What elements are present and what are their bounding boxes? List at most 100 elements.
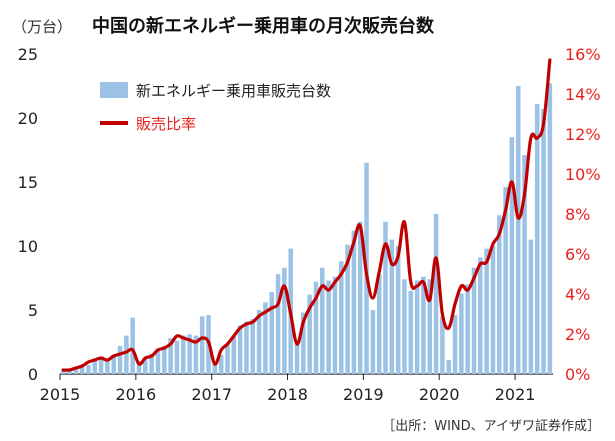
x-tick-label: 2015: [40, 385, 81, 404]
source-note: ［出所：WIND、アイザワ証券作成］: [382, 418, 600, 434]
bar: [503, 187, 508, 374]
bar: [402, 279, 407, 374]
y-right-tick-label: 12%: [565, 125, 601, 144]
y-left-unit: （万台）: [12, 18, 72, 36]
x-axis: 2015 2016 2017 2018 2019 2020 2021: [40, 374, 536, 404]
x-tick-label: 2021: [495, 385, 536, 404]
bar: [187, 334, 192, 374]
bar: [256, 310, 262, 374]
y-right-tick-label: 6%: [565, 245, 590, 264]
bar: [79, 366, 85, 374]
bar: [338, 261, 344, 374]
bar: [92, 358, 98, 374]
bar: [370, 310, 376, 374]
x-tick-label: 2017: [191, 385, 232, 404]
bar: [60, 370, 66, 374]
bar: [250, 318, 256, 374]
bar: [237, 325, 243, 374]
bar: [193, 335, 199, 374]
bar: [389, 239, 395, 374]
bar: [383, 221, 388, 374]
ratio-line: [61, 58, 552, 372]
y-right-tick-label: 10%: [565, 165, 601, 184]
bar: [199, 316, 205, 374]
bar: [541, 109, 546, 374]
bar: [326, 280, 331, 374]
bar: [534, 103, 540, 375]
y-right-tick-label: 4%: [565, 285, 590, 304]
bar: [484, 248, 489, 374]
bar: [275, 274, 281, 374]
y-left-axis: 0 5 10 15 20 25: [18, 45, 38, 384]
bar: [478, 257, 483, 374]
bar: [452, 315, 458, 374]
x-tick-label: 2019: [343, 385, 384, 404]
chart-title: 中国の新エネルギー乗用車の月次販売台数: [92, 15, 435, 37]
bar: [136, 361, 142, 374]
line-series: [61, 58, 552, 372]
bar: [162, 345, 167, 374]
bar: [376, 274, 382, 374]
bar: [332, 276, 338, 374]
bar: [345, 244, 350, 374]
bar-series: [60, 83, 553, 375]
bar: [547, 83, 553, 374]
bar: [155, 348, 161, 374]
bar: [427, 279, 433, 374]
y-left-tick-label: 0: [28, 365, 38, 384]
bar: [149, 353, 154, 374]
bar: [528, 239, 534, 374]
bar: [86, 365, 91, 374]
bar: [497, 215, 502, 374]
bar: [225, 344, 230, 374]
title-block: （万台） 中国の新エネルギー乗用車の月次販売台数: [12, 15, 435, 37]
bar: [320, 267, 325, 374]
y-left-tick-label: 10: [18, 237, 38, 256]
bar: [490, 246, 496, 374]
bar: [231, 335, 237, 374]
bar: [73, 367, 79, 374]
bar: [357, 221, 363, 374]
bar: [143, 357, 148, 374]
legend: 新エネルギー乗用車販売台数 販売比率: [100, 82, 331, 133]
x-tick-label: 2018: [267, 385, 308, 404]
bar: [414, 280, 420, 374]
bar: [465, 284, 470, 374]
bar: [459, 293, 464, 374]
legend-bar-swatch: [100, 82, 128, 98]
bar: [130, 317, 135, 374]
bar: [180, 335, 186, 374]
bar: [105, 359, 110, 374]
y-right-axis: 0% 2% 4% 6% 8% 10% 12% 14% 16%: [565, 45, 601, 384]
bar: [124, 335, 129, 374]
y-right-tick-label: 8%: [565, 205, 590, 224]
bar: [351, 230, 357, 374]
bar: [313, 281, 319, 374]
bar: [421, 276, 426, 374]
bar: [117, 345, 123, 374]
bar: [111, 354, 116, 374]
bar: [263, 302, 268, 374]
y-left-tick-label: 20: [18, 109, 38, 128]
bar: [446, 359, 451, 374]
x-tick-label: 2020: [419, 385, 460, 404]
bar: [174, 340, 180, 374]
bar: [301, 312, 306, 374]
bar: [522, 155, 527, 374]
bar: [515, 86, 521, 374]
bar: [433, 214, 439, 374]
legend-line-label: 販売比率: [136, 115, 196, 133]
bar: [282, 267, 287, 374]
y-left-tick-label: 15: [18, 173, 38, 192]
legend-bar-label: 新エネルギー乗用車販売台数: [136, 82, 331, 100]
bar: [440, 316, 445, 374]
bar: [307, 294, 312, 374]
y-right-tick-label: 0%: [565, 365, 590, 384]
bar: [168, 338, 173, 374]
bar: [408, 290, 414, 374]
x-tick-label: 2016: [115, 385, 156, 404]
bar: [294, 344, 300, 374]
y-left-tick-label: 5: [28, 301, 38, 320]
y-right-tick-label: 14%: [565, 85, 601, 104]
y-right-tick-label: 16%: [565, 45, 601, 64]
